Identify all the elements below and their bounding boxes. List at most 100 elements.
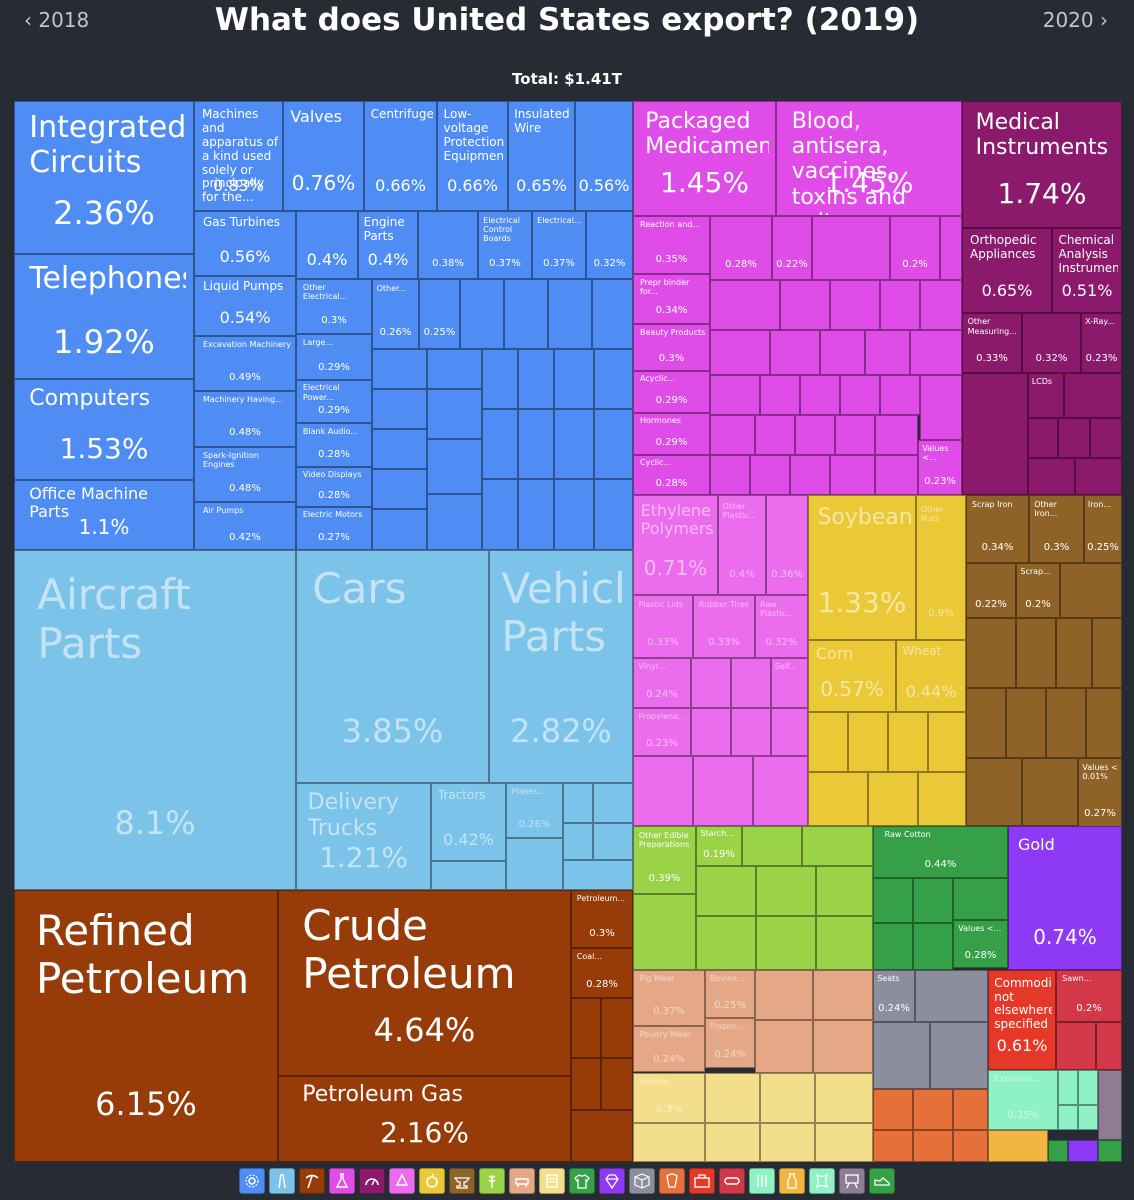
treemap-minor-tile[interactable] [594,349,633,409]
treemap-minor-tile[interactable] [920,280,962,330]
treemap-minor-tile[interactable] [691,708,731,756]
tile-mach-056[interactable]: 0.56% [575,101,633,211]
treemap-minor-tile[interactable] [760,375,800,415]
treemap-minor-tile[interactable] [710,415,755,455]
tile-petroleum-dots[interactable]: Petroleum... 0.3% [571,890,633,948]
treemap-minor-tile[interactable] [771,708,808,756]
treemap-minor-tile[interactable] [830,455,875,495]
treemap-minor-tile[interactable] [953,1130,988,1162]
tile-blood-antisera[interactable]: Blood, antisera, vaccines, toxins and cu… [776,101,962,216]
tile-wheat[interactable]: Wheat 0.44% [896,640,966,712]
treemap-minor-tile[interactable] [813,970,873,1020]
tile-scrap-iron[interactable]: Scrap Iron 0.34% [966,495,1029,563]
tile-commodities-nes[interactable]: Commodities not elsewhere specified 0.61% [988,970,1056,1070]
tile-video-displays[interactable]: Video Displays 0.28% [296,467,372,507]
legend-bottle[interactable] [779,1168,805,1194]
tile-other-iron[interactable]: Other Iron... 0.3% [1029,495,1084,563]
treemap-minor-tile[interactable] [1058,1105,1078,1130]
treemap-minor-tile[interactable] [427,439,482,494]
tile-cars[interactable]: Cars 3.85% [296,550,489,783]
treemap-minor-tile[interactable] [760,1123,815,1162]
treemap-minor-tile[interactable] [372,349,427,389]
treemap-minor-tile[interactable] [873,878,913,923]
treemap-minor-tile[interactable] [795,415,835,455]
tile-instr-032[interactable]: 0.32% [1022,313,1081,373]
treemap-minor-tile[interactable] [953,1089,988,1130]
tile-iron-dots[interactable]: Iron... 0.25% [1084,495,1122,563]
legend-metals[interactable] [449,1168,475,1194]
tile-metal-values[interactable]: Values < 0.01% 0.27% [1078,758,1122,830]
tile-crude-petroleum[interactable]: Crude Petroleum 4.64% [278,890,571,1076]
treemap-minor-tile[interactable] [1006,688,1046,758]
tile-gas-turbines[interactable]: Gas Turbines 0.56% [194,211,296,276]
treemap-minor-tile[interactable] [800,375,840,415]
tile-spark-ignition[interactable]: Spark-Ignition Engines 0.48% [194,447,296,502]
treemap-minor-tile[interactable] [873,1130,913,1162]
treemap-minor-tile[interactable] [460,279,504,349]
tile-electrical-dots[interactable]: Electrical... 0.37% [532,211,586,279]
treemap-minor-tile[interactable] [431,861,506,890]
treemap-minor-tile[interactable] [601,998,633,1058]
tile-packaged-medicaments[interactable]: Packaged Medicaments 1.45% [633,101,776,216]
tile-valves[interactable]: Valves 0.76% [283,101,364,211]
treemap-minor-tile[interactable] [812,216,890,280]
tile-x-ray[interactable]: X-Ray... 0.23% [1081,313,1122,373]
treemap-minor-tile[interactable] [865,330,910,375]
legend-precious[interactable] [599,1168,625,1194]
treemap-minor-tile[interactable] [731,708,771,756]
next-year-link[interactable]: 2020 › [1042,8,1108,32]
treemap-minor-tile[interactable] [816,866,873,916]
treemap-minor-tile[interactable] [816,916,873,970]
treemap-minor-tile[interactable] [920,375,962,440]
tile-low-voltage[interactable]: Low-voltage Protection Equipment 0.66% [437,101,508,211]
treemap-minor-tile[interactable] [750,455,790,495]
tile-excavation-machinery[interactable]: Excavation Machinery 0.49% [194,336,296,391]
tile-other-nuts[interactable]: Other Nuts 0.9% [916,495,966,640]
treemap-minor-tile[interactable] [563,783,593,823]
treemap-minor-tile[interactable] [554,349,594,409]
tile-delivery-trucks[interactable]: Delivery Trucks 1.21% [296,783,431,890]
treemap-minor-tile[interactable] [808,712,848,772]
legend-vegetable[interactable] [419,1168,445,1194]
treemap-minor-tile[interactable] [593,823,633,860]
treemap-minor-tile[interactable] [1022,758,1078,826]
treemap-minor-tile[interactable] [593,783,633,823]
legend-foodstuffs[interactable] [479,1168,505,1194]
tile-liquid-pumps[interactable]: Liquid Pumps 0.54% [194,276,296,336]
treemap-minor-tile[interactable] [592,279,633,349]
treemap-minor-tile[interactable] [427,349,482,389]
tile-sulfate[interactable]: Sulfate... 0.3% [633,1073,705,1123]
treemap-minor-tile[interactable] [913,878,953,923]
tile-centrifuges[interactable]: Centrifuges 0.66% [364,101,437,211]
treemap-minor-tile[interactable] [988,1130,1048,1162]
tile-metal-022[interactable]: 0.22% [966,563,1016,618]
tile-air-pumps[interactable]: Air Pumps 0.42% [194,502,296,550]
treemap-minor-tile[interactable] [1098,1070,1122,1140]
treemap-minor-tile[interactable] [1016,618,1056,688]
treemap-minor-tile[interactable] [693,756,753,826]
legend-instruments[interactable] [359,1168,385,1194]
legend-hides[interactable] [809,1168,835,1194]
treemap-minor-tile[interactable] [848,712,888,772]
treemap-minor-tile[interactable] [928,712,966,772]
legend-food-red[interactable] [659,1168,685,1194]
treemap-minor-tile[interactable] [830,280,880,330]
tile-machinery-having[interactable]: Machinery Having... 0.48% [194,391,296,447]
tile-vehicle-parts[interactable]: Vehicle Parts 2.82% [489,550,633,783]
treemap-minor-tile[interactable] [504,279,548,349]
tile-soybeans[interactable]: Soybeans 1.33% [808,495,916,640]
tile-telephones[interactable]: Telephones 1.92% [14,254,194,379]
tile-rubber-tires[interactable]: Rubber Tires 0.33% [693,595,755,658]
tile-plastic-lids[interactable]: Plastic Lids 0.33% [633,595,693,658]
tile-chemical-analysis[interactable]: Chemical Analysis Instruments 0.51% [1052,228,1122,313]
tile-acyclic[interactable]: Acyclic... 0.29% [633,371,710,413]
tile-mach-032[interactable]: 0.32% [586,211,633,279]
tile-other-measuring[interactable]: Other Measuring... 0.33% [962,313,1022,373]
treemap-minor-tile[interactable] [696,866,756,916]
treemap-minor-tile[interactable] [790,455,830,495]
treemap-minor-tile[interactable] [563,823,593,860]
tile-computers[interactable]: Computers 1.53% [14,379,194,480]
treemap-minor-tile[interactable] [760,1073,815,1123]
treemap-minor-tile[interactable] [873,1022,930,1089]
tile-reaction[interactable]: Reaction and... 0.35% [633,216,710,274]
